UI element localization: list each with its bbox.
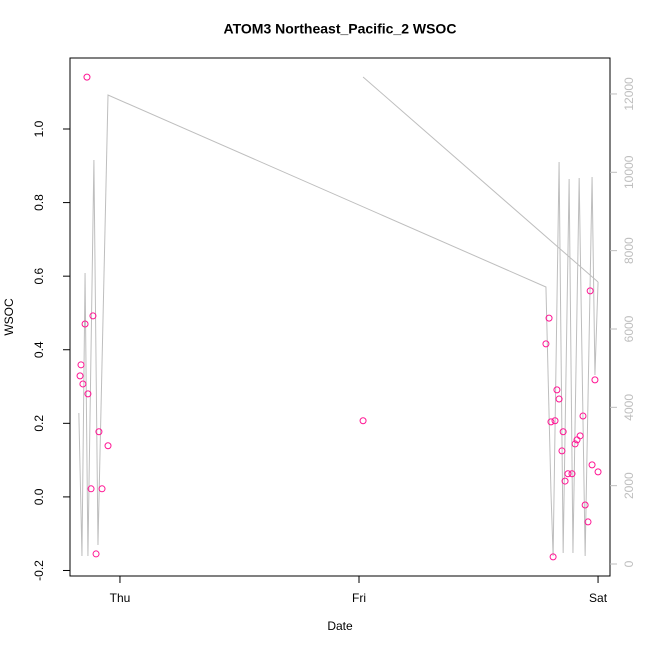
point (92, 550, 100, 558)
y2-tick-label: 8000 (622, 237, 636, 264)
point (579, 412, 587, 420)
point (553, 386, 561, 394)
point (551, 417, 559, 425)
point (104, 442, 112, 450)
y2-tick-label: 2000 (622, 472, 636, 499)
point (547, 418, 555, 426)
point (591, 376, 599, 384)
point (564, 470, 572, 478)
point (98, 485, 106, 493)
point (542, 340, 550, 348)
x-tick-label: Sat (589, 591, 608, 605)
point (555, 395, 563, 403)
y2-tick-label: 12000 (622, 77, 636, 111)
y-tick-label: 1.0 (32, 120, 46, 137)
y-tick-label: 0.8 (32, 194, 46, 211)
y2-tick-label: 0 (622, 560, 636, 567)
y-tick-label: 0.0 (32, 488, 46, 505)
point (545, 314, 553, 322)
point (576, 432, 584, 440)
y-tick-label: 0.6 (32, 267, 46, 284)
point (581, 501, 589, 509)
point (95, 428, 103, 436)
point (584, 518, 592, 526)
y-tick-label: 0.4 (32, 341, 46, 358)
line (78, 76, 599, 557)
x-axis-label: Date (327, 619, 353, 633)
y2-tick-label: 10000 (622, 155, 636, 189)
point (559, 428, 567, 436)
point (359, 417, 367, 425)
y-tick-label: 0.2 (32, 415, 46, 432)
point (549, 553, 557, 561)
point (87, 485, 95, 493)
point (558, 447, 566, 455)
point (79, 380, 87, 388)
point (586, 287, 594, 295)
y-axis-label: WSOC (2, 298, 16, 336)
y-tick-label: -0.2 (32, 560, 46, 581)
point (77, 361, 85, 369)
chart-title: ATOM3 Northeast_Pacific_2 WSOC (224, 21, 457, 37)
point (83, 73, 91, 81)
point (568, 470, 576, 478)
point (76, 372, 84, 380)
point (81, 320, 89, 328)
point (84, 390, 92, 398)
point (561, 477, 569, 485)
y2-tick-label: 4000 (622, 394, 636, 421)
point (571, 440, 579, 448)
x-tick-label: Thu (110, 591, 131, 605)
x-tick-label: Fri (352, 591, 366, 605)
point (594, 468, 602, 476)
point (89, 312, 97, 320)
plot-frame (69, 57, 611, 577)
y2-tick-label: 6000 (622, 315, 636, 342)
point (588, 461, 596, 469)
